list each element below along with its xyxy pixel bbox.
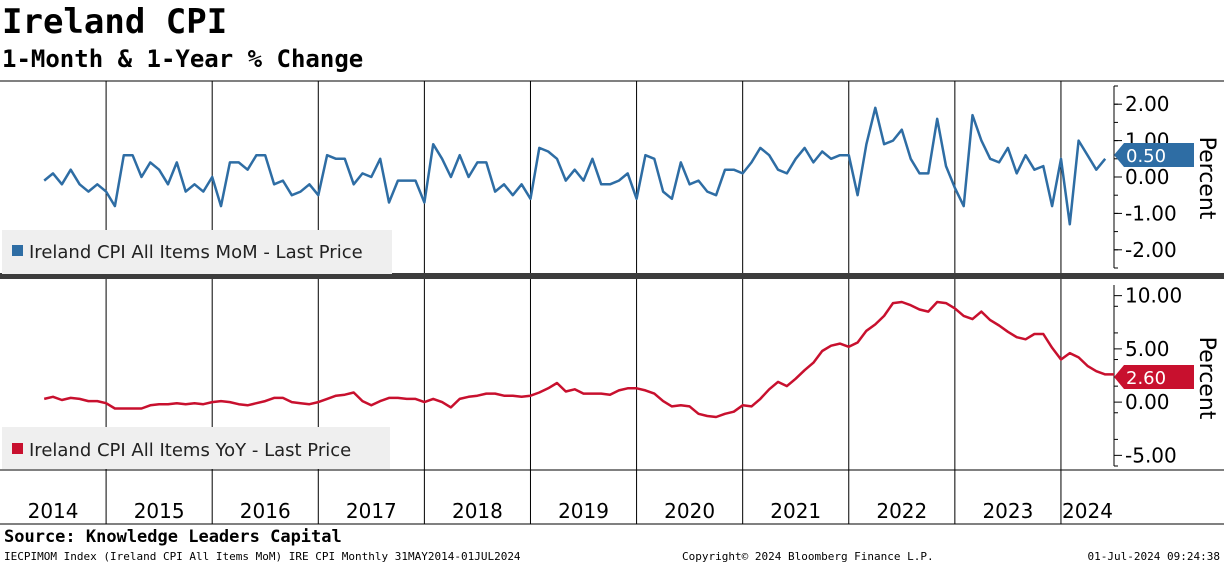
y-tick-label: -1.00 — [1125, 201, 1177, 225]
y-tick-label: 5.00 — [1125, 337, 1170, 361]
bottom-legend-swatch — [12, 443, 23, 454]
yoy-last-value-tag: 2.60 — [1114, 365, 1194, 389]
panel-divider — [0, 273, 1224, 279]
x-tick-label: 2023 — [982, 499, 1033, 523]
footer-copyright: Copyright© 2024 Bloomberg Finance L.P. — [682, 550, 934, 563]
top-legend: Ireland CPI All Items MoM - Last Price — [2, 230, 392, 274]
top-legend-label: Ireland CPI All Items MoM - Last Price — [29, 242, 363, 263]
mom-last-value-tag: 0.50 — [1114, 143, 1194, 167]
bottom-y-ticks: -5.00 0.00 5.00 10.00 — [1114, 284, 1182, 467]
yoy-last-value-label: 2.60 — [1126, 368, 1166, 389]
bottom-legend-label: Ireland CPI All Items YoY - Last Price — [29, 440, 351, 461]
chart-title: Ireland CPI — [2, 2, 228, 42]
top-y-ticks: -2.00-1.000.001.002.00 — [1114, 85, 1177, 269]
top-y-axis-label: Percent — [1194, 137, 1219, 220]
x-tick-label: 2022 — [876, 499, 927, 523]
footer-timestamp: 01-Jul-2024 09:24:38 — [1087, 550, 1220, 563]
x-tick-label: 2017 — [346, 499, 397, 523]
x-tick-label: 2021 — [770, 499, 821, 523]
bottom-legend: Ireland CPI All Items YoY - Last Price — [2, 427, 390, 469]
x-tick-label: 2019 — [558, 499, 609, 523]
y-tick-label: 0.00 — [1125, 165, 1170, 189]
footer-index-info: IECPIMOM Index (Ireland CPI All Items Mo… — [4, 550, 521, 563]
y-tick-label: 0.00 — [1125, 390, 1170, 414]
y-tick-label: -2.00 — [1125, 238, 1177, 262]
x-tick-label: 2015 — [134, 499, 185, 523]
mom-last-value-label: 0.50 — [1126, 146, 1166, 167]
y-tick-label: 10.00 — [1125, 284, 1182, 308]
x-tick-label: 2016 — [240, 499, 291, 523]
chart-subtitle: 1-Month & 1-Year % Change — [2, 45, 364, 73]
x-tick-label: 2014 — [28, 499, 79, 523]
x-tick-label: 2020 — [664, 499, 715, 523]
source-note: Source: Knowledge Leaders Capital — [4, 527, 342, 547]
y-tick-label: -5.00 — [1125, 443, 1177, 467]
bottom-y-axis-label: Percent — [1194, 337, 1219, 420]
x-tick-labels: 2014 2015 2016 2017 2018 2019 2020 2021 2022 2023… — [28, 499, 1113, 523]
top-legend-swatch — [12, 245, 23, 256]
y-tick-label: 2.00 — [1125, 92, 1170, 116]
yoy-series-line — [43, 300, 1114, 419]
x-tick-label: 2024 — [1062, 499, 1113, 523]
mom-series-line — [43, 106, 1107, 226]
x-tick-label: 2018 — [452, 499, 503, 523]
